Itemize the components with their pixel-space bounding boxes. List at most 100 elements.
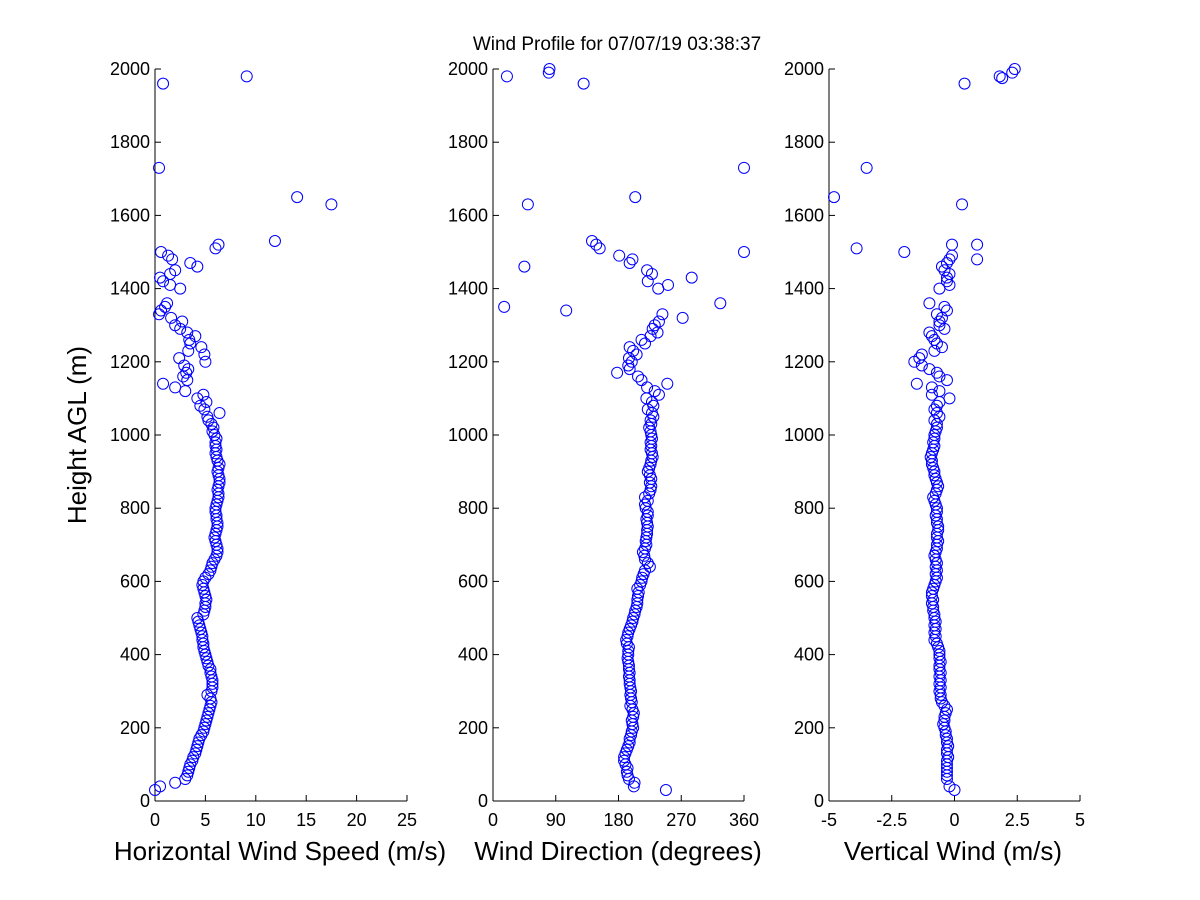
speed-data-point [210,538,223,551]
speed-data-point [204,666,217,679]
vertical-data-point [933,370,946,383]
direction-x-axis-label: Wind Direction (degrees) [474,836,762,866]
direction-data-point [560,304,573,317]
vertical-x-tick-label: -5 [821,810,837,830]
speed-data-point [153,161,166,174]
direction-data-point [590,238,603,251]
vertical-y-tick-label: 800 [794,498,824,518]
direction-y-tick-label: 1200 [448,352,488,372]
direction-data-point [631,582,644,595]
direction-data-point [627,344,640,357]
direction-data-point [627,710,640,723]
speed-data-point [162,249,175,262]
speed-data-point [191,740,204,753]
speed-data-point [154,780,167,793]
speed-data-point [197,388,210,401]
speed-data-point [201,655,214,668]
speed-data-point [182,765,195,778]
vertical-y-tick-label: 600 [794,571,824,591]
vertical-y-tick-label: 200 [794,718,824,738]
speed-x-tick-label: 25 [397,810,417,830]
direction-data-point [618,754,631,767]
speed-y-tick-label: 1800 [110,132,150,152]
vertical-data-point [993,70,1006,83]
speed-data-point [189,747,202,760]
speed-data-point [211,454,224,467]
vertical-data-point [940,374,953,387]
speed-data-point [184,256,197,269]
direction-data-point [635,374,648,387]
speed-data-point [191,612,204,624]
direction-data-point [628,608,641,621]
speed-data-point [195,626,208,639]
vertical-y-tick-label: 1200 [784,352,824,372]
speed-data-point [169,264,182,277]
speed-data-point [169,776,182,789]
direction-y-tick-label: 400 [458,645,488,665]
speed-y-tick-label: 2000 [110,59,150,79]
speed-data-point [291,191,304,204]
speed-data-point [176,315,189,328]
speed-data-point [211,465,224,478]
speed-data-point [198,403,211,416]
speed-data-point [196,579,209,592]
direction-data-point [542,66,555,79]
direction-data-point [500,70,513,83]
vertical-data-point [943,780,956,793]
direction-data-point [644,330,657,343]
speed-data-point [190,743,203,756]
vertical-x-tick-label: 0 [949,810,959,830]
speed-data-point [198,721,211,734]
speed-data-point [183,762,196,775]
direction-data-point [648,319,661,332]
speed-data-point [191,392,204,405]
vertical-data-point [943,278,956,291]
vertical-data-point [930,505,943,518]
direction-y-tick-label: 2000 [448,59,488,79]
direction-data-point [498,300,511,313]
vertical-data-point [933,315,946,328]
speed-x-tick-label: 5 [200,810,210,830]
vertical-data-point [939,729,952,742]
direction-data-point [652,388,665,401]
speed-data-point [174,282,187,295]
speed-x-tick-label: 20 [347,810,367,830]
speed-data-point [155,246,168,258]
speed-data-point [165,311,178,324]
speed-data-point [202,659,215,672]
speed-x-tick-label: 15 [296,810,316,830]
speed-data-point [199,648,212,661]
speed-data-point [197,608,210,621]
direction-y-tick-label: 1000 [448,425,488,445]
speed-data-point [198,586,211,599]
vertical-x-tick-label: -2.5 [876,810,907,830]
speed-data-point [192,615,205,628]
direction-data-point [613,249,626,262]
vertical-data-point [1008,63,1021,75]
speed-data-point [173,352,186,365]
vertical-data-point [930,407,943,420]
speed-data-point [199,718,212,731]
speed-data-point [209,527,222,540]
direction-data-point [632,370,645,383]
speed-data-point [208,531,221,544]
vertical-data-point [958,77,971,90]
speed-data-point [193,619,206,632]
direction-data-point [543,63,556,75]
direction-data-point [621,630,634,643]
speed-data-point [213,407,226,420]
direction-data-point [611,366,624,379]
speed-data-point [194,622,207,635]
speed-y-tick-label: 1400 [110,279,150,299]
vertical-data-point [860,161,873,174]
speed-data-point [154,271,167,284]
vertical-data-point [923,363,936,376]
direction-data-point [635,575,648,588]
direction-data-point [630,348,643,361]
speed-data-point [191,260,204,273]
vertical-y-tick-label: 1600 [784,205,824,225]
vertical-x-tick-label: 2.5 [1005,810,1030,830]
vertical-data-point [923,297,936,310]
vertical-data-point [928,333,941,346]
speed-data-point [200,652,213,665]
